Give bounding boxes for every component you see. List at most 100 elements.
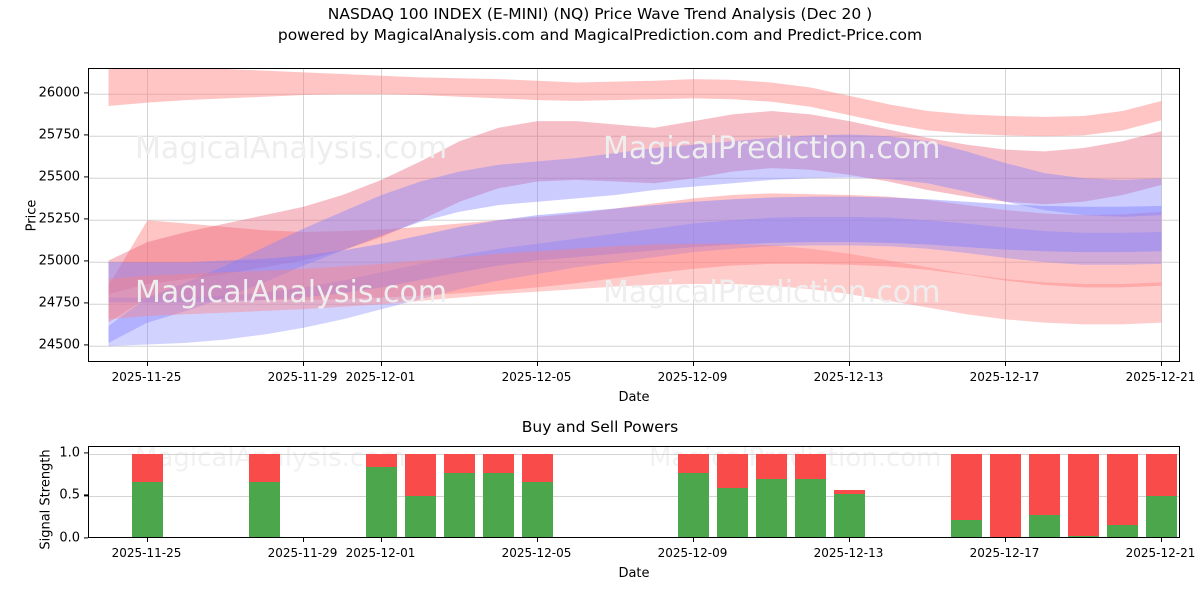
price-y-tick-mark: [84, 176, 88, 178]
signal-y-tick-mark: [84, 494, 88, 496]
price-y-tick-mark: [84, 344, 88, 346]
sell-power-bar: [756, 453, 787, 479]
buy-power-bar: [366, 467, 397, 537]
price-wave-trend-chart: MagicalAnalysis.com MagicalPrediction.co…: [88, 68, 1180, 362]
buy-power-bar: [1107, 525, 1138, 537]
signal-x-tick-mark: [692, 538, 694, 542]
price-x-tick-mark: [1004, 362, 1006, 366]
price-x-tick-label: 2025-12-21: [1125, 370, 1196, 384]
price-y-axis-label: Price: [24, 199, 40, 232]
price-plot-canvas: [89, 69, 1179, 361]
price-y-tick-label: 25750: [38, 127, 80, 143]
sell-power-bar: [522, 453, 553, 482]
sell-power-bar: [1146, 453, 1177, 497]
signal-x-tick-label: 2025-12-13: [813, 546, 884, 560]
signal-x-tick-label: 2025-12-17: [969, 546, 1040, 560]
signal-y-tick-label: 0.5: [59, 487, 80, 503]
buy-power-bar: [132, 481, 163, 537]
signal-x-tick-label: 2025-12-21: [1125, 546, 1196, 560]
price-y-tick-label: 25500: [38, 169, 80, 185]
sell-power-bar: [132, 453, 163, 482]
page-subtitle: powered by MagicalAnalysis.com and Magic…: [277, 26, 923, 44]
price-x-tick-label: 2025-12-17: [969, 370, 1040, 384]
price-band-red-band-mid: [108, 193, 1162, 323]
sell-power-bar: [951, 453, 982, 521]
buy-power-bar: [951, 520, 982, 537]
sell-power-bar: [1107, 453, 1138, 526]
signal-x-tick-mark: [848, 538, 850, 542]
signal-x-axis-label: Date: [618, 566, 650, 581]
price-y-tick-label: 24750: [38, 295, 80, 311]
buy-sell-powers-chart: MagicalAnalysis.com MagicalPrediction.co…: [88, 446, 1180, 538]
buy-power-bar: [1029, 515, 1060, 537]
signal-x-tick-mark: [1160, 538, 1162, 542]
price-x-tick-mark: [1160, 362, 1162, 366]
price-band-blue-band-lower: [108, 216, 1162, 347]
price-x-tick-label: 2025-12-01: [345, 370, 416, 384]
signal-x-tick-mark: [536, 538, 538, 542]
signal-x-tick-label: 2025-12-01: [345, 546, 416, 560]
buy-power-bar: [834, 493, 865, 537]
sell-power-bar: [1068, 453, 1099, 536]
signal-x-tick-label: 2025-12-05: [501, 546, 572, 560]
buy-power-bar: [756, 478, 787, 537]
signal-gridline: [89, 496, 1179, 498]
buy-power-bar: [1146, 496, 1177, 537]
price-x-tick-label: 2025-12-05: [501, 370, 572, 384]
signal-chart-title: Buy and Sell Powers: [521, 418, 679, 436]
sell-power-bar: [834, 490, 865, 494]
price-y-tick-mark: [84, 218, 88, 220]
price-x-tick-mark: [536, 362, 538, 366]
buy-power-bar: [249, 481, 280, 537]
signal-x-tick-mark: [380, 538, 382, 542]
buy-power-bar: [678, 472, 709, 537]
price-x-tick-label: 2025-12-09: [657, 370, 728, 384]
price-x-tick-label: 2025-11-29: [267, 370, 338, 384]
sell-power-bar: [444, 453, 475, 473]
sell-power-bar: [795, 453, 826, 479]
signal-x-tick-mark: [302, 538, 304, 542]
buy-power-bar: [405, 496, 436, 537]
buy-power-bar: [717, 487, 748, 537]
price-y-tick-label: 25250: [38, 211, 80, 227]
price-y-tick-mark: [84, 134, 88, 136]
price-x-tick-mark: [848, 362, 850, 366]
sell-power-bar: [249, 453, 280, 482]
sell-power-bar: [990, 453, 1021, 537]
price-x-tick-mark: [146, 362, 148, 366]
buy-power-bar: [483, 472, 514, 537]
sell-power-bar: [1029, 453, 1060, 516]
price-x-tick-label: 2025-11-25: [111, 370, 182, 384]
page-title: NASDAQ 100 INDEX (E-MINI) (NQ) Price Wav…: [327, 5, 873, 23]
signal-y-tick-mark: [84, 452, 88, 454]
price-y-tick-mark: [84, 92, 88, 94]
signal-x-tick-mark: [146, 538, 148, 542]
buy-power-bar: [795, 478, 826, 537]
price-y-tick-label: 24500: [38, 337, 80, 353]
price-band-red-band-upper-inner: [108, 111, 1162, 295]
buy-power-bar: [522, 481, 553, 537]
price-x-tick-label: 2025-12-13: [813, 370, 884, 384]
signal-y-tick-label: 0.0: [59, 530, 80, 546]
sell-power-bar: [366, 453, 397, 468]
signal-y-tick-label: 1.0: [59, 445, 80, 461]
price-y-tick-mark: [84, 260, 88, 262]
price-y-tick-mark: [84, 302, 88, 304]
signal-x-tick-label: 2025-11-25: [111, 546, 182, 560]
signal-y-axis-label: Signal Strength: [38, 449, 54, 550]
signal-gridline: [89, 453, 1179, 455]
price-band-red-band-lower: [108, 243, 1162, 325]
sell-power-bar: [483, 453, 514, 473]
price-x-tick-mark: [302, 362, 304, 366]
price-y-tick-label: 25000: [38, 253, 80, 269]
signal-x-tick-mark: [1004, 538, 1006, 542]
buy-power-bar: [1068, 535, 1099, 537]
price-band-blue-band-mid: [108, 196, 1162, 303]
sell-power-bar: [405, 453, 436, 497]
price-band-blue-band-upper: [108, 134, 1162, 343]
signal-y-tick-mark: [84, 537, 88, 539]
price-x-tick-mark: [380, 362, 382, 366]
signal-x-tick-label: 2025-12-09: [657, 546, 728, 560]
price-band-red-band-outer-upper: [108, 69, 1162, 137]
